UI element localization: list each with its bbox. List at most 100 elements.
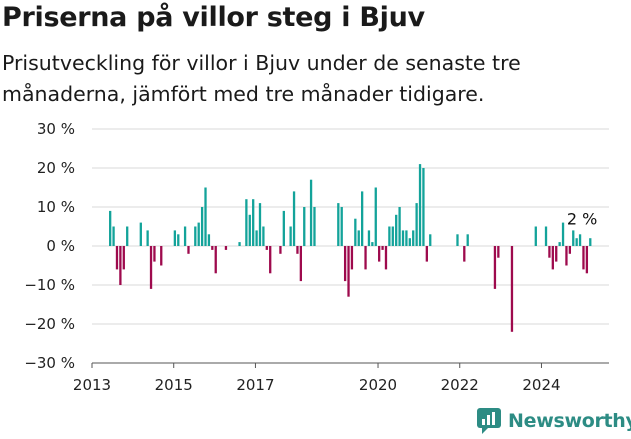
bar (585, 246, 589, 274)
bar (398, 207, 401, 246)
bar (582, 246, 585, 270)
bar (418, 164, 422, 246)
bar (211, 246, 214, 250)
bar (578, 234, 582, 246)
bar (561, 222, 565, 246)
x-axis: 2013 2015 2017 2020 2022 2024 (73, 363, 561, 394)
bar (115, 246, 119, 270)
bar (292, 191, 296, 246)
bar (555, 246, 558, 262)
bar (149, 246, 153, 289)
bar (177, 234, 180, 246)
bar (204, 187, 207, 246)
bar (187, 246, 190, 254)
bar (405, 230, 408, 246)
bar (568, 246, 571, 254)
bar (456, 234, 459, 246)
bar (337, 203, 340, 246)
bar (354, 218, 357, 246)
bar (160, 246, 163, 266)
bar (112, 226, 115, 246)
bar (269, 246, 272, 274)
bar (558, 242, 561, 246)
bar (126, 226, 129, 246)
bar (282, 210, 285, 246)
bar (255, 230, 258, 246)
bar (238, 242, 241, 246)
bar (146, 230, 149, 246)
bar (388, 226, 391, 246)
bar (194, 226, 197, 246)
bar (572, 230, 575, 246)
x-tick-label: 2020 (359, 376, 397, 394)
bar (551, 246, 554, 270)
bar (350, 246, 354, 270)
y-tick-label: 30 % (37, 120, 75, 138)
bar (119, 246, 122, 285)
bar (347, 246, 350, 297)
y-tick-label: 10 % (37, 198, 75, 216)
bar (422, 168, 425, 246)
bar (153, 246, 156, 262)
bar (589, 238, 592, 246)
brand-name: Newsworthy (508, 410, 631, 432)
bar (303, 207, 306, 246)
bar (224, 246, 228, 250)
bar (109, 210, 112, 246)
bar (391, 226, 394, 246)
newsworthy-chart-icon (477, 408, 501, 434)
bar (279, 246, 282, 254)
y-tick-label: 0 % (46, 237, 75, 255)
bar (139, 222, 142, 246)
bar (378, 246, 381, 262)
bar (534, 226, 537, 246)
bar (425, 246, 428, 262)
bar (265, 246, 268, 250)
bar (395, 214, 398, 246)
bar (412, 230, 415, 246)
bar (548, 246, 551, 258)
bar (258, 203, 262, 246)
bar (173, 230, 177, 246)
bar (384, 246, 388, 270)
y-tick-label: −20 % (24, 315, 75, 333)
bar (299, 246, 303, 282)
x-tick-label: 2017 (236, 376, 274, 394)
bar (252, 199, 255, 246)
bar (565, 246, 568, 266)
bar (200, 207, 204, 246)
newsworthy-logo: Newsworthy (476, 406, 631, 436)
y-axis-labels: 30 % 20 % 10 % 0 % −10 % −20 % −30 % (24, 120, 75, 372)
bar (248, 214, 251, 246)
bar (309, 179, 313, 246)
bar (343, 246, 347, 282)
bar (493, 246, 497, 289)
latest-value-annotation: 2 % (567, 210, 597, 229)
x-tick-label: 2015 (155, 376, 193, 394)
bar (214, 246, 217, 274)
y-tick-label: 20 % (37, 159, 75, 177)
bar (245, 199, 248, 246)
grid-lines (92, 128, 609, 364)
bar (408, 238, 411, 246)
x-tick-label: 2022 (441, 376, 479, 394)
bar (466, 234, 469, 246)
bar (289, 226, 292, 246)
chart-subtitle: Prisutveckling för villor i Bjuv under d… (2, 51, 521, 106)
bar (510, 246, 514, 332)
bar (197, 222, 200, 246)
bar (497, 246, 500, 258)
bar (374, 187, 377, 246)
bar (313, 207, 316, 246)
bar (360, 191, 364, 246)
bar (262, 226, 265, 246)
bar (544, 226, 548, 246)
x-tick-label: 2024 (522, 376, 560, 394)
bar (364, 246, 367, 270)
bars (109, 164, 592, 332)
bar (575, 238, 578, 246)
y-tick-label: −10 % (24, 276, 75, 294)
bar (463, 246, 466, 262)
bar (381, 246, 384, 250)
bar (296, 246, 299, 254)
